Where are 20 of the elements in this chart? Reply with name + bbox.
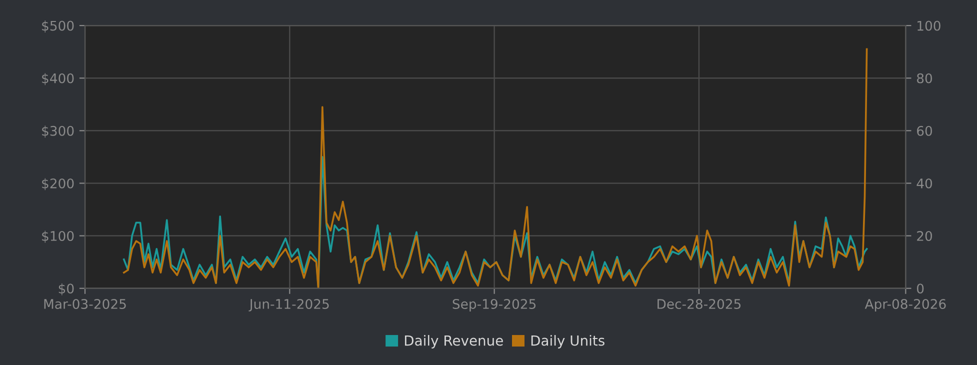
y-tick-label: $500 (42, 20, 74, 33)
y2-tick-label: 100 (918, 20, 940, 31)
y2-tick-label: 60 (917, 126, 932, 136)
y-tick-label: $400 (42, 73, 74, 86)
x-tick-label: Sep-19-2025 (452, 299, 536, 312)
y2-tick-label: 0 (916, 284, 924, 294)
y-tick-label: $100 (42, 230, 74, 243)
x-tick-label: Mar-03-2025 (44, 299, 126, 309)
x-tick-label: Jun-11-2025 (248, 299, 329, 312)
legend-label: Daily Units (531, 335, 604, 348)
line-series (122, 48, 868, 288)
y2-tick-label: 80 (916, 73, 932, 84)
legend-label: Daily Revenue (404, 335, 503, 348)
y2-tick-label: 40 (916, 178, 932, 188)
y-tick-label: $0 (58, 283, 74, 296)
x-tick-label: Apr-08-2026 (864, 299, 946, 312)
y-tick-label: $300 (42, 126, 74, 138)
x-tick-label: Dec-28-2025 (658, 299, 741, 309)
y2-tick-label: 20 (917, 231, 932, 241)
y-tick-label: $200 (42, 178, 74, 190)
